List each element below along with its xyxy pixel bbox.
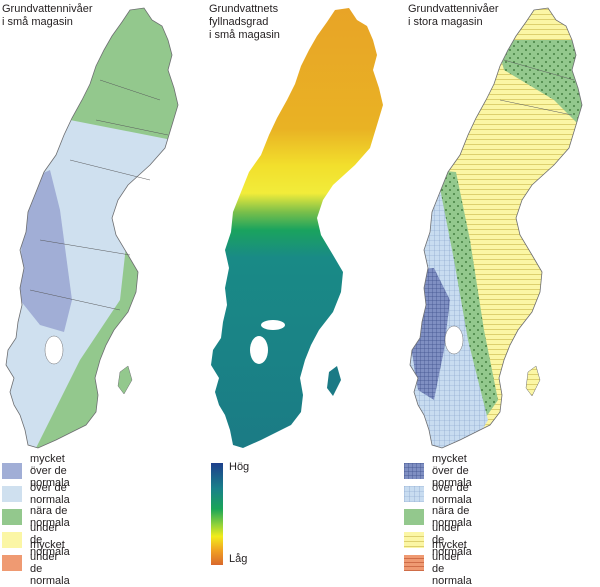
map-small-aquifers (5, 7, 179, 449)
legend-label: mycket under de normala (432, 539, 472, 587)
legend-row: nära de normala (2, 505, 70, 529)
legend-row: under de normala (2, 522, 70, 558)
ramp-low-label: Låg (229, 553, 248, 565)
legend-label: nära de normala (432, 505, 472, 529)
swatch-very-above-grid (404, 463, 424, 479)
swatch-very-below-lines (404, 555, 424, 571)
legend-label: nära de normala (30, 505, 70, 529)
map-fill-degree (211, 8, 383, 448)
legend-row: över de normala (404, 482, 472, 506)
panel2-title: Grundvattnets fyllnadsgrad i små magasin (209, 3, 280, 41)
legend-label: mycket under de normala (30, 539, 70, 587)
legend-label: mycket över de normala (30, 453, 70, 489)
swatch-very-above (2, 463, 22, 479)
panel3-title: Grundvattennivåer i stora magasin (408, 3, 499, 28)
ramp-high-label: Hög (229, 461, 250, 473)
legend-row: mycket under de normala (404, 539, 472, 587)
maps-canvas (5, 7, 583, 449)
swatch-very-below (2, 555, 22, 571)
swatch-above-grid (404, 486, 424, 502)
panel1-title: Grundvattennivåer i små magasin (2, 3, 93, 28)
swatch-below-lines (404, 532, 424, 548)
legend-label: under de normala (432, 522, 472, 558)
swatch-near (2, 509, 22, 525)
swatch-above (2, 486, 22, 502)
swatch-near (404, 509, 424, 525)
legend-label: över de normala (30, 482, 70, 506)
legend-row: nära de normala (404, 505, 472, 529)
legend-row: mycket under de normala (2, 539, 70, 587)
legend-row: över de normala (2, 482, 70, 506)
legend-label: under de normala (30, 522, 70, 558)
legend-label: över de normala (432, 482, 472, 506)
legend-row: mycket över de normala (2, 453, 70, 489)
map-large-aquifers (409, 7, 583, 449)
swatch-below (2, 532, 22, 548)
legend-row: under de normala (404, 522, 472, 558)
legend-label: mycket över de normala (432, 453, 472, 489)
legend-row: mycket över de normala (404, 453, 472, 489)
